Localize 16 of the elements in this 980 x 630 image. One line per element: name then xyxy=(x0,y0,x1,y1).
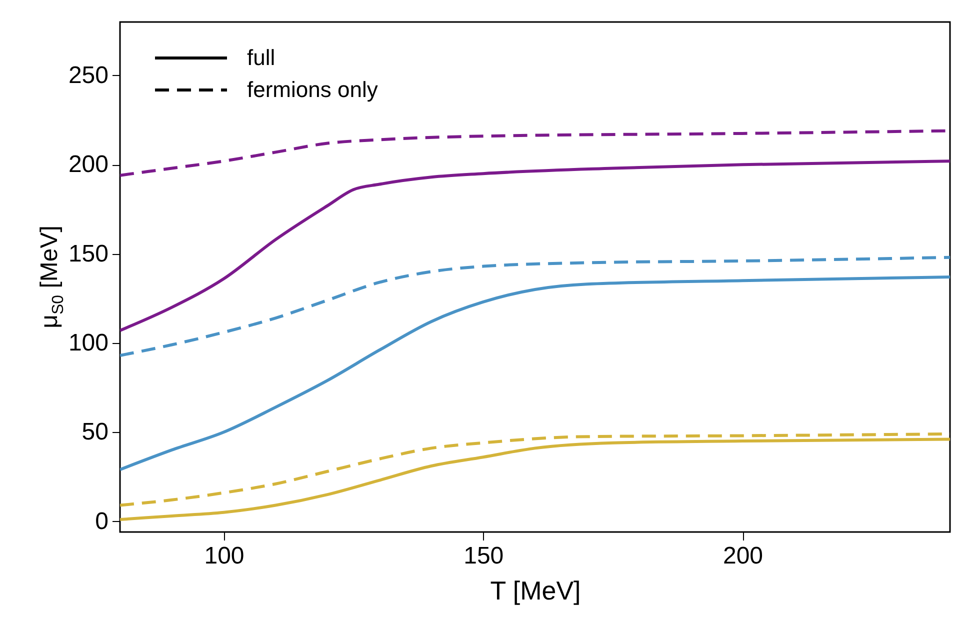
annotation: full xyxy=(247,45,276,70)
y-tick-label: 0 xyxy=(95,508,108,535)
line-series xyxy=(120,256,950,357)
x-tick-label: 150 xyxy=(464,542,504,570)
y-tick-label: 250 xyxy=(68,62,108,89)
x-tick-label: 200 xyxy=(722,542,764,570)
line-series xyxy=(120,160,950,332)
x-tick-label: 100 xyxy=(204,542,244,570)
y-tick-label: 100 xyxy=(68,329,108,356)
line-series xyxy=(120,438,950,522)
x-axis-title: T [MeV] xyxy=(490,576,581,606)
line-series xyxy=(120,276,950,472)
y-tick-label: 50 xyxy=(82,418,108,446)
annotation: fermions only xyxy=(247,77,378,102)
y-tick-label: 150 xyxy=(68,240,108,268)
y-tick-label: 200 xyxy=(68,151,108,178)
